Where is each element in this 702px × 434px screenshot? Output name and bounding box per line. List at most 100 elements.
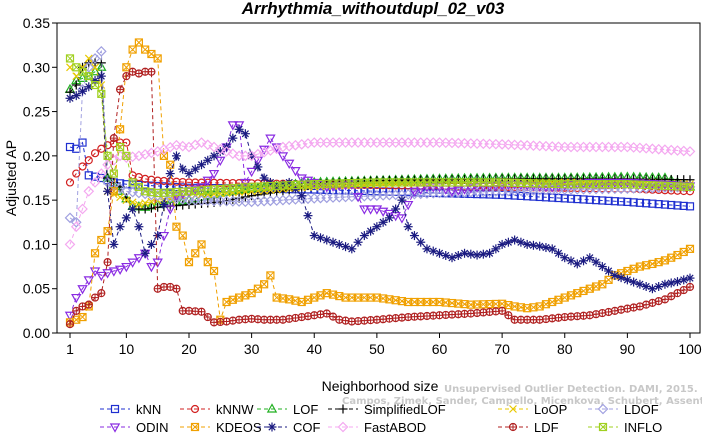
data-point-cof	[403, 222, 413, 232]
data-point-loop	[128, 198, 137, 207]
data-point-fastabod	[77, 203, 88, 215]
data-point-knn	[535, 192, 544, 202]
data-point-odin	[202, 176, 214, 186]
x-tick-label: 60	[432, 341, 448, 357]
data-point-odin	[396, 214, 408, 224]
data-point-odin	[553, 182, 564, 192]
legend-marker-inflo	[598, 422, 608, 432]
data-point-cof	[391, 204, 401, 214]
data-point-cof	[660, 279, 670, 289]
data-point-cof	[209, 151, 219, 161]
data-point-fastabod	[146, 147, 157, 159]
data-point-ldf	[322, 309, 331, 318]
data-point-ldof	[83, 61, 95, 73]
data-point-knnw	[141, 174, 150, 183]
watermark-line-2: Campos, Zimek, Sander, Campello, Micenko…	[342, 396, 702, 407]
data-point-knn	[685, 202, 695, 211]
legend-marker-cof	[267, 422, 277, 432]
y-tick-label: 0.25	[23, 104, 50, 120]
data-point-ldf	[685, 282, 695, 292]
data-point-inflo	[116, 142, 125, 152]
data-point-cof	[610, 270, 620, 280]
data-point-inflo	[97, 89, 106, 98]
data-point-kdeos	[159, 151, 169, 160]
x-tick-label: 90	[620, 341, 636, 357]
data-point-odin	[227, 121, 239, 131]
data-point-odin	[409, 187, 420, 198]
data-point-knnw	[116, 138, 125, 147]
data-point-cof	[604, 266, 614, 276]
data-point-fastabod	[208, 141, 220, 153]
data-point-ldof	[64, 212, 76, 224]
data-point-inflo	[103, 151, 112, 160]
legend-item-ldf: LDF	[498, 420, 559, 434]
watermark-line-1: Unsupervised Outlier Detection. DAMI, 20…	[444, 384, 698, 395]
y-tick-label: 0.05	[23, 281, 50, 297]
data-point-odin	[597, 178, 608, 189]
data-point-cof	[441, 251, 451, 260]
data-point-odin	[290, 167, 301, 177]
legend-label: kNN	[136, 402, 161, 417]
data-point-odin	[590, 178, 602, 189]
data-point-cof	[109, 239, 119, 249]
data-point-cof	[171, 151, 181, 161]
data-point-kdeos	[260, 280, 269, 289]
data-point-cof	[428, 246, 438, 256]
legend-label: LoOP	[534, 402, 567, 417]
legend-item-simplifiedlof: SimplifiedLOF	[328, 402, 446, 417]
data-point-fastabod	[83, 185, 95, 197]
data-point-cof	[485, 248, 495, 258]
data-point-cof	[115, 222, 125, 232]
x-tick-label: 80	[557, 341, 573, 357]
data-point-odin	[384, 209, 395, 220]
data-point-simplifiedlof	[247, 191, 257, 201]
series-line-fastabod	[69, 142, 691, 245]
data-point-cof	[409, 231, 419, 241]
series-ldf	[65, 67, 695, 329]
data-point-cof	[522, 239, 532, 249]
legend-marker-loop	[509, 405, 517, 413]
data-point-loop	[91, 63, 99, 72]
data-point-odin	[83, 276, 95, 286]
y-tick-label: 0.10	[23, 236, 50, 252]
plot-frame	[56, 22, 701, 334]
data-point-odin	[615, 178, 627, 189]
data-point-odin	[215, 156, 226, 167]
series-group	[64, 38, 696, 329]
legend-marker-fastabod	[337, 421, 349, 433]
data-point-cof	[203, 155, 213, 165]
legend-label: LDF	[534, 420, 559, 434]
data-point-kdeos	[97, 235, 106, 245]
data-point-fastabod	[64, 239, 76, 250]
data-point-odin	[634, 179, 646, 189]
data-point-cof	[372, 222, 382, 232]
data-point-ldof	[70, 216, 82, 228]
data-point-cof	[128, 204, 138, 214]
data-point-kdeos	[197, 240, 206, 249]
series-fastabod	[64, 137, 696, 250]
data-point-fastabod	[139, 149, 151, 160]
data-point-simplifiedlof	[140, 204, 150, 214]
data-point-cof	[447, 253, 457, 263]
data-point-kdeos	[184, 258, 194, 267]
data-point-fastabod	[171, 139, 182, 151]
data-point-odin	[158, 231, 170, 242]
data-point-inflo	[685, 182, 695, 191]
data-point-odin	[421, 183, 433, 193]
data-point-cof	[190, 164, 200, 174]
x-tick-label: 40	[306, 341, 322, 357]
data-point-fastabod	[196, 137, 207, 148]
data-point-odin	[190, 185, 201, 195]
data-point-knn	[172, 182, 181, 192]
data-point-kdeos	[266, 271, 275, 280]
data-point-knnw	[216, 178, 225, 187]
data-point-odin	[665, 181, 677, 191]
data-point-cof	[359, 231, 369, 241]
data-point-fastabod	[177, 140, 189, 152]
x-axis-label: Neighborhood size	[322, 378, 439, 394]
data-point-knnw	[504, 182, 513, 192]
data-point-fastabod	[202, 139, 214, 151]
data-point-odin	[114, 265, 126, 275]
data-point-knn	[72, 144, 81, 153]
